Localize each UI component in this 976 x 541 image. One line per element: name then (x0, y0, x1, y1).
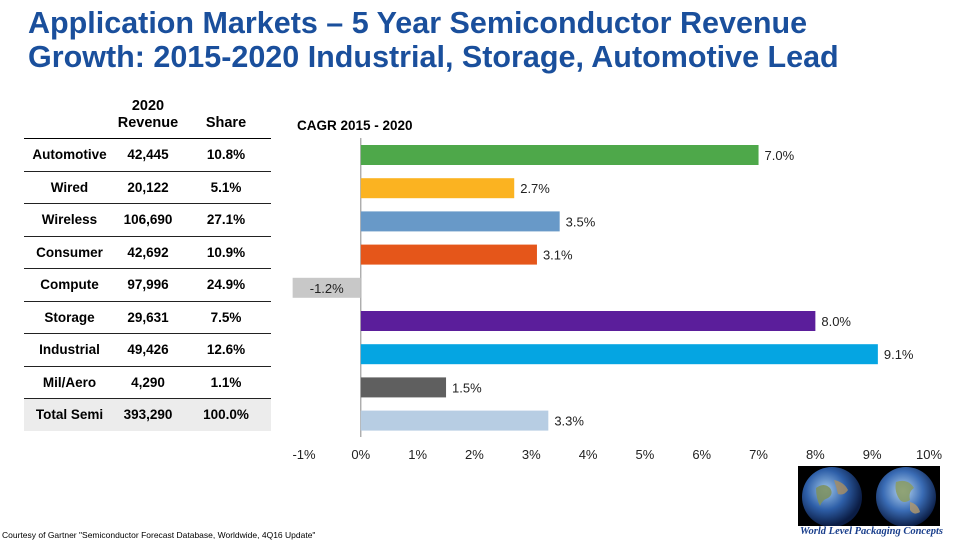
cell-share: 100.0% (181, 398, 271, 431)
cell-market: Wired (24, 170, 115, 204)
cell-share: 7.5% (181, 300, 271, 334)
bar-industrial (360, 344, 878, 365)
cell-share: 10.8% (181, 138, 271, 171)
cell-share: 10.9% (181, 235, 271, 269)
cell-revenue: 42,692 (115, 235, 181, 269)
table-row: Consumer 42,692 10.9% (24, 235, 271, 269)
cell-share: 27.1% (181, 203, 271, 236)
source-footnote: Courtesy of Gartner "Semiconductor Forec… (2, 530, 316, 540)
x-tick-label: 10% (916, 447, 942, 462)
x-tick-label: 0% (351, 447, 370, 462)
x-tick-label: 1% (408, 447, 427, 462)
table-row: Automotive 42,445 10.8% (24, 138, 271, 171)
bar-wired (360, 178, 515, 199)
title-line-2: Growth: 2015-2020 Industrial, Storage, A… (28, 40, 839, 74)
data-label: 3.1% (543, 248, 573, 263)
cell-share: 1.1% (181, 365, 271, 399)
data-label: 3.3% (554, 414, 584, 429)
bar-wireless (360, 211, 560, 232)
bar-consumer (360, 244, 537, 265)
cell-market: Wireless (24, 203, 115, 236)
data-label: 1.5% (452, 380, 482, 395)
table-row: Industrial 49,426 12.6% (24, 333, 271, 366)
bar-automotive (360, 145, 759, 165)
cell-revenue: 42,445 (115, 138, 181, 171)
cell-revenue: 20,122 (115, 170, 181, 204)
data-label: -1.2% (310, 281, 344, 296)
chart-title: CAGR 2015 - 2020 (297, 118, 413, 133)
cell-market: Total Semi (24, 398, 115, 431)
cell-market: Mil/Aero (24, 365, 115, 399)
table-row: Compute 97,996 24.9% (24, 268, 271, 301)
cell-revenue: 49,426 (115, 333, 181, 366)
x-tick-label: 4% (579, 447, 598, 462)
x-tick-label: 2% (465, 447, 484, 462)
x-tick-label: 5% (636, 447, 655, 462)
cell-share: 24.9% (181, 268, 271, 301)
cell-revenue: 393,290 (115, 398, 181, 431)
x-tick-label: 7% (749, 447, 768, 462)
cell-market: Automotive (24, 138, 115, 171)
data-label: 2.7% (520, 181, 550, 196)
header-share: Share (205, 115, 247, 131)
table-header-row: 2020 Revenue Share (24, 98, 271, 139)
x-tick-label: 6% (692, 447, 711, 462)
revenue-table: 2020 Revenue Share Automotive 42,445 10.8… (24, 98, 271, 431)
logo-caption: World Level Packaging Concepts (800, 526, 943, 537)
cell-revenue: 106,690 (115, 203, 181, 236)
x-tick-label: -1% (292, 447, 316, 462)
cell-market: Compute (24, 268, 115, 301)
x-tick-label: 3% (522, 447, 541, 462)
data-label: 3.5% (566, 214, 596, 229)
header-revenue-year: 2020 (131, 98, 165, 114)
x-tick-label: 8% (806, 447, 825, 462)
cell-revenue: 4,290 (115, 365, 181, 399)
header-revenue-label: Revenue (117, 115, 179, 131)
x-tick-label: 9% (863, 447, 882, 462)
table-row: Wireless 106,690 27.1% (24, 203, 271, 236)
globe-icon (802, 467, 936, 527)
page-title: Application Markets – 5 Year Semiconduct… (28, 6, 968, 74)
cell-revenue: 29,631 (115, 300, 181, 334)
table-row-total: Total Semi 393,290 100.0% (24, 398, 271, 431)
table-row: Storage 29,631 7.5% (24, 300, 271, 334)
table-row: Wired 20,122 5.1% (24, 170, 271, 204)
cell-share: 5.1% (181, 170, 271, 204)
table-row: Mil/Aero 4,290 1.1% (24, 365, 271, 399)
data-label: 7.0% (765, 148, 795, 163)
title-line-1: Application Markets – 5 Year Semiconduct… (28, 6, 808, 40)
bar-total-semi (360, 410, 549, 431)
bar-mil-aero (360, 377, 447, 398)
data-label: 9.1% (884, 347, 914, 362)
bar-compute (292, 277, 361, 298)
cell-share: 12.6% (181, 333, 271, 366)
cell-market: Industrial (24, 333, 115, 366)
cell-market: Consumer (24, 235, 115, 269)
cell-revenue: 97,996 (115, 268, 181, 301)
logo-image (798, 466, 940, 527)
cell-market: Storage (24, 300, 115, 334)
bar-storage (360, 311, 816, 331)
data-label: 8.0% (821, 314, 851, 329)
header-revenue: 2020 Revenue (115, 98, 181, 139)
